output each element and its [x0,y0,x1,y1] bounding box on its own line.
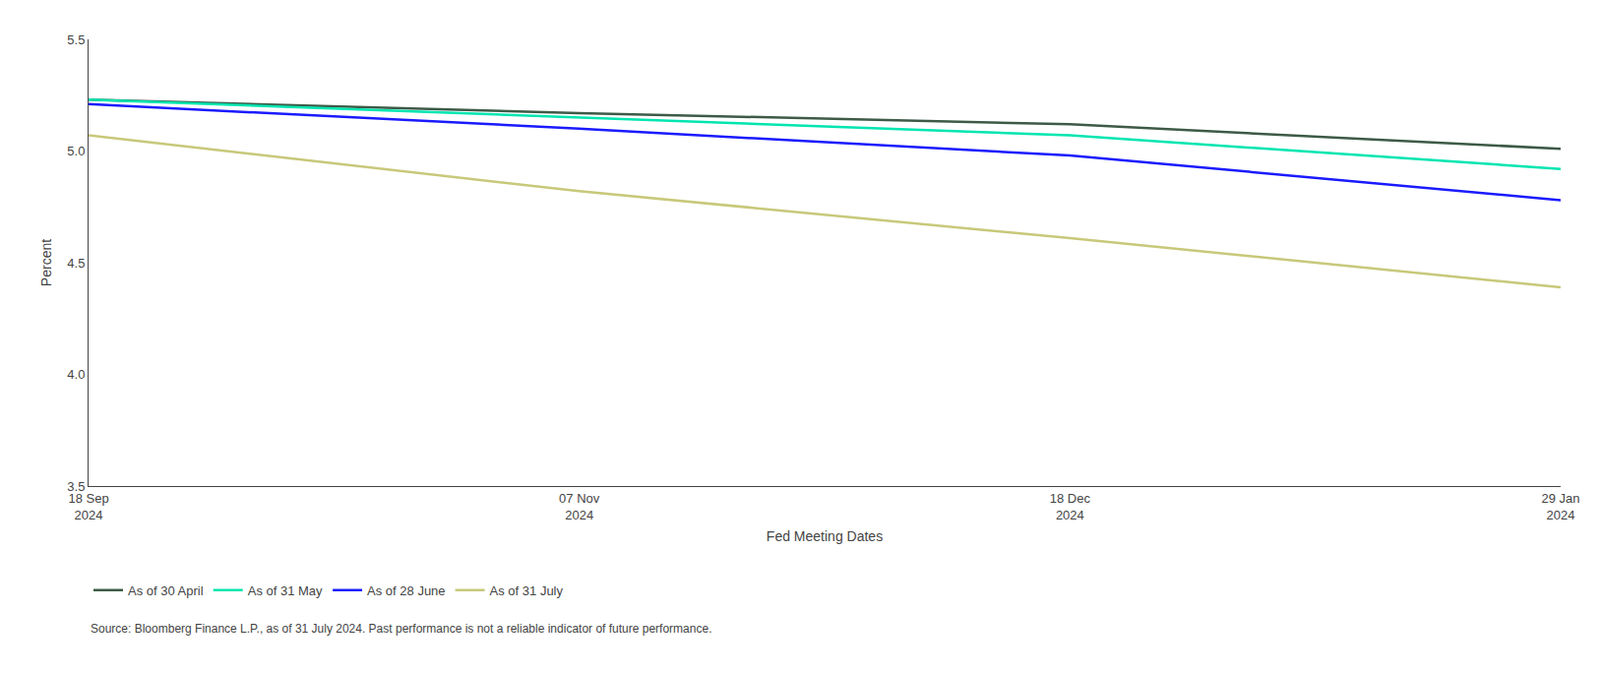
svg-text:29 Jan2024: 29 Jan2024 [1540,491,1580,523]
svg-text:As of 28 June: As of 28 June [367,583,446,599]
svg-text:07 Nov2024: 07 Nov2024 [558,491,601,523]
svg-text:3.5: 3.5 [66,479,85,494]
svg-text:5.0: 5.0 [66,143,85,159]
svg-text:As of 31 July: As of 31 July [490,583,564,599]
svg-text:18 Sep2024: 18 Sep2024 [67,491,109,523]
svg-text:As of 31 May: As of 31 May [247,583,323,599]
svg-text:18 Dec2024: 18 Dec2024 [1049,491,1092,523]
svg-text:4.0: 4.0 [66,367,85,382]
svg-text:As of 30 April: As of 30 April [127,583,204,599]
svg-text:Fed Meeting Dates: Fed Meeting Dates [766,528,883,545]
svg-text:Source: Bloomberg Finance L.P.: Source: Bloomberg Finance L.P., as of 31… [90,621,712,636]
svg-text:Percent: Percent [38,239,55,287]
svg-text:4.5: 4.5 [66,255,85,271]
svg-text:5.5: 5.5 [66,32,85,48]
